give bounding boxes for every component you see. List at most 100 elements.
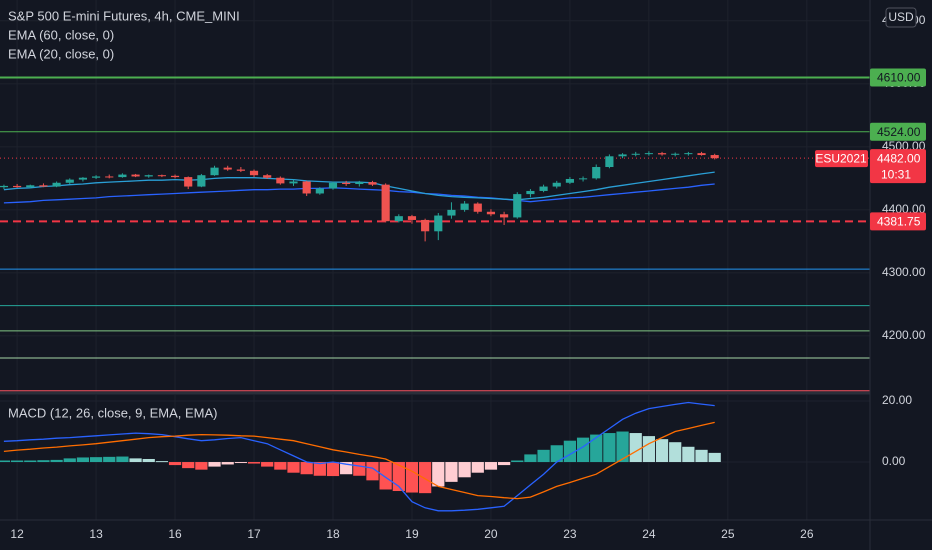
candle-body [578,178,588,180]
histogram-bar [142,458,155,463]
time-label: 24 [642,527,656,541]
candle-body [105,176,114,178]
histogram-bar [10,460,24,463]
histogram-bar [682,446,695,463]
candle-body [39,185,48,187]
candle-body [592,167,601,179]
candle-body [421,219,430,232]
histogram-bar [524,454,537,463]
candle-body [315,188,324,194]
histogram-bar [366,462,379,481]
histogram-bar [103,456,116,463]
candle-body [184,177,193,187]
legend-entry: EMA (20, close, 0) [8,46,114,61]
histogram-bar [353,462,366,476]
candle-body [394,216,403,222]
histogram-bar [642,436,656,463]
candle-body [328,182,338,189]
candle-body [631,153,640,155]
histogram-bar [37,460,50,463]
macd-line [3,401,715,512]
candle-body [78,177,87,180]
histogram-bar [221,462,234,465]
histogram-bar [168,462,182,466]
candle-body [13,185,22,188]
histogram-bar [695,449,708,463]
candle-body [500,214,509,218]
candle-body [131,174,140,177]
price-tag [870,122,926,141]
histogram-bar [155,461,169,463]
candle-body [565,178,574,183]
histogram-bar [708,452,721,463]
candle-body [144,175,153,177]
price-tick-label: 4200.00 [882,328,926,342]
histogram-bar [419,462,432,494]
histogram-bar [182,462,195,469]
time-label: 26 [800,527,814,541]
time-label: 12 [10,527,24,541]
histogram-bar [484,462,498,470]
price-tag-label: 4524.00 [877,125,921,139]
histogram-bar [669,442,682,463]
candle-body [407,216,417,220]
time-label: 17 [247,527,261,541]
histogram-bar [629,433,642,463]
histogram-bar [195,462,208,470]
candle-body [223,167,232,170]
candle-body [671,153,680,155]
candle-body [460,203,469,210]
price-tag [870,212,926,231]
macd-tick-label: 20.00 [882,393,912,407]
symbol-tag-label: ESU2021 [815,151,867,165]
candle-body [684,153,693,155]
chart-title: S&P 500 E-mini Futures, 4h, CME_MINI [8,8,240,23]
time-label: 19 [405,527,419,541]
time-label: 20 [484,527,498,541]
histogram-bar [445,462,458,482]
candle-body [526,190,535,195]
candle-body [381,184,390,222]
candle-body [342,182,351,185]
candle-body [157,175,166,177]
histogram-bar [129,458,142,463]
histogram-bar [0,460,11,463]
histogram-bar [326,462,340,477]
macd-line [3,421,715,500]
candle-body [236,169,245,171]
candle-body [539,186,548,191]
price-tag-label: 4381.75 [877,215,921,229]
candle-body [249,170,259,176]
histogram-bar [274,462,287,470]
histogram-bar [247,462,261,464]
histogram-bar [511,460,524,463]
histogram-bar [603,433,616,463]
histogram-bar [616,431,629,463]
currency-button[interactable] [885,7,917,28]
macd-tick-label: 0.00 [882,454,906,468]
symbol-tag [815,150,868,168]
candle-body [552,182,561,187]
candle-body [289,181,298,184]
histogram-bar [234,462,247,464]
histogram-bar [63,458,76,463]
currency-label: USD [888,10,914,24]
candle-body [473,203,482,212]
countdown-label: 10:31 [881,167,911,181]
time-label: 25 [721,527,735,541]
histogram-bar [89,457,103,463]
candle-body [447,209,456,216]
histogram-bar [550,445,563,463]
histogram-bar [287,462,300,473]
candle-body [368,182,377,185]
candle-body [210,167,219,176]
candle-body [276,177,285,184]
histogram-bar [576,437,590,463]
histogram-bar [590,434,603,463]
histogram-bar [76,457,90,463]
macd-title: MACD (12, 26, close, 9, EMA, EMA) [8,405,218,420]
histogram-bar [405,462,419,493]
candle-body [618,154,627,157]
last-price-tag [870,149,926,184]
